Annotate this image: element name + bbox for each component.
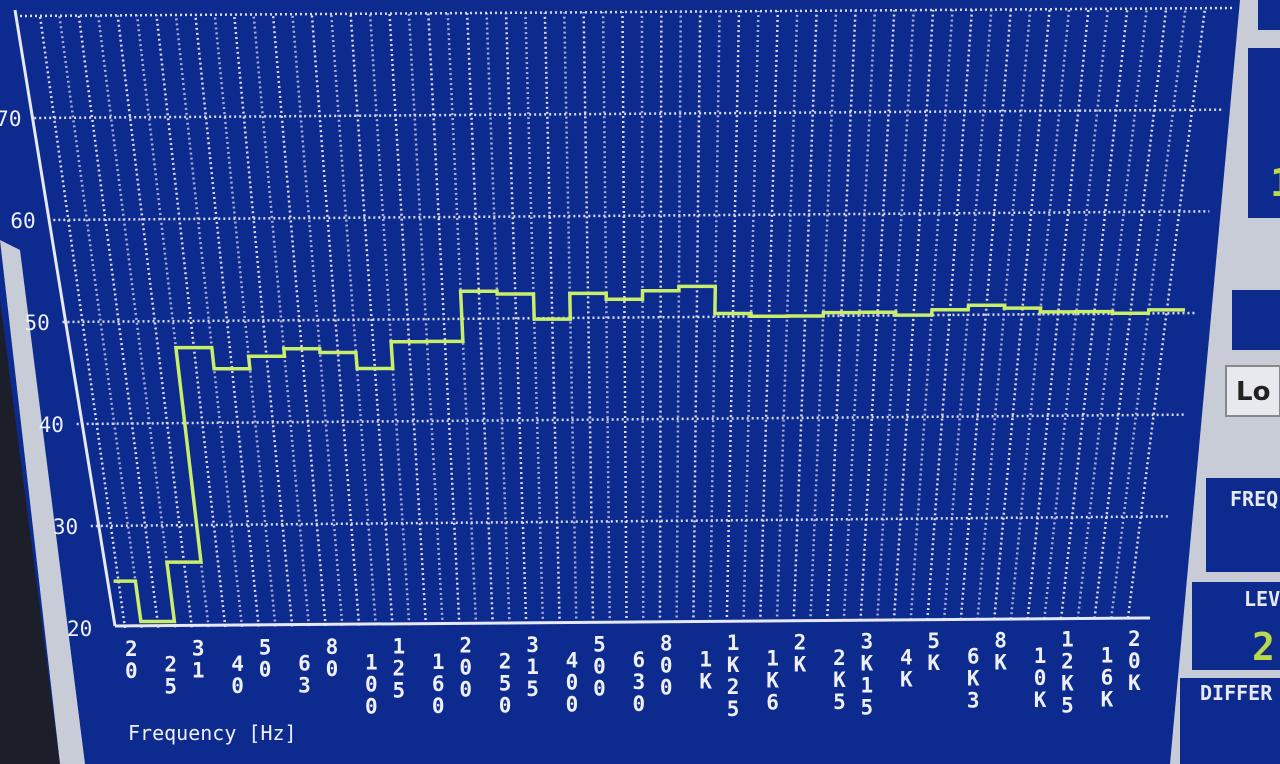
y-tick-label: 60: [10, 209, 35, 233]
grid-line-vertical: [959, 9, 1013, 620]
y-tick-label: 20: [67, 617, 92, 641]
grid-line-vertical-minor: [252, 14, 311, 627]
level-value: 2: [1252, 625, 1275, 669]
window-left-frame: [0, 240, 85, 764]
y-tick-label: 50: [25, 311, 50, 335]
difference-label: DIFFER: [1200, 681, 1273, 705]
side-panel: 1 Lo FREQ LEV 2 DIFFER: [1170, 0, 1280, 764]
freq-label: FREQ: [1230, 487, 1278, 511]
grid-line-vertical: [692, 11, 702, 623]
grid-line-vertical: [658, 11, 663, 623]
freq-display: [1206, 478, 1280, 572]
side-panel-digit-1: 1: [1270, 161, 1280, 205]
grid-line-horizontal: [90, 515, 1171, 528]
y-tick-label: 30: [53, 515, 78, 539]
side-panel-display-top: [1258, 0, 1280, 30]
y-tick-labels: 20 30 40 50 60 70: [0, 107, 92, 641]
grid-line-vertical: [349, 13, 394, 626]
y-tick-label: 70: [0, 107, 21, 131]
grid-line-horizontal: [48, 210, 1210, 222]
side-panel-display-1: [1248, 48, 1280, 218]
grid-line-vertical-minor: [368, 13, 411, 626]
grid-line-vertical: [504, 12, 528, 625]
x-axis-label: Frequency [Hz]: [128, 721, 297, 745]
difference-display: [1180, 678, 1280, 764]
lo-button-label: Lo: [1236, 377, 1270, 407]
x-axis-line: [114, 616, 1151, 628]
level-label: LEV: [1244, 587, 1280, 611]
x-tick-labels: 2 0 2 5 3 1 4 0 5 0 6 3 8 0 1 0 0 1 2 5 1 6 0 2 0 0 2 5 0 3 1 5 4 0 0 5 0 0 6 3…: [125, 627, 1141, 721]
level-display: [1192, 582, 1280, 670]
grid-line-vertical-minor: [1043, 8, 1110, 619]
y-axis-line: [13, 9, 117, 627]
grid-line-horizontal: [34, 108, 1223, 120]
y-tick-label: 40: [39, 413, 64, 437]
side-panel-display-2: [1232, 290, 1280, 350]
series-line-level: [113, 284, 1185, 624]
grid-line-vertical: [465, 13, 495, 625]
grid-line-vertical-minor: [601, 12, 612, 624]
plot-window: [0, 0, 1240, 764]
lo-button[interactable]: [1225, 365, 1280, 417]
grid-line-horizontal: [62, 311, 1197, 324]
